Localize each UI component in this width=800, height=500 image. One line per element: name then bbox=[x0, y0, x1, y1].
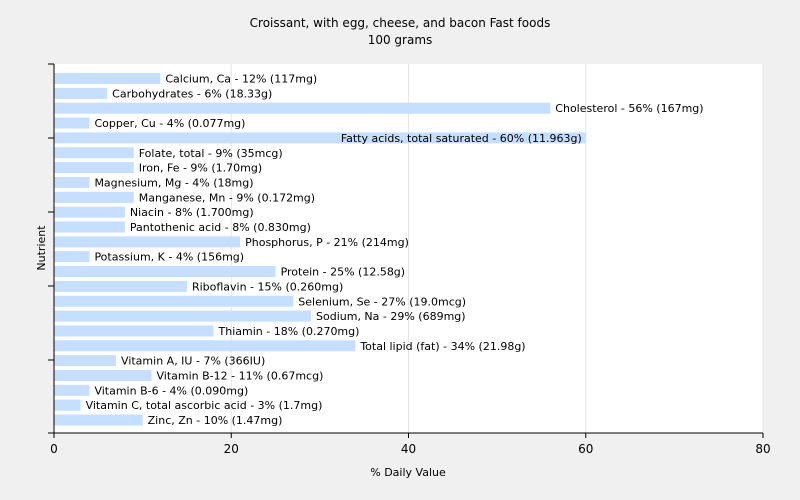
bar-20 bbox=[54, 370, 152, 381]
bar-6 bbox=[54, 162, 134, 174]
bar-label-2: Cholesterol - 56% (167mg) bbox=[555, 102, 703, 115]
bar-label-18: Total lipid (fat) - 34% (21.98g) bbox=[359, 340, 525, 353]
bar-label-3: Copper, Cu - 4% (0.077mg) bbox=[94, 117, 245, 130]
bar-21 bbox=[54, 384, 90, 396]
bar-4 bbox=[54, 132, 586, 144]
bar-15 bbox=[54, 295, 294, 307]
bar-23 bbox=[54, 414, 143, 426]
bar-label-10: Pantothenic acid - 8% (0.830mg) bbox=[130, 221, 311, 234]
bar-label-21: Vitamin B-6 - 4% (0.090mg) bbox=[94, 384, 248, 397]
bars-group: Calcium, Ca - 12% (117mg)Carbohydrates -… bbox=[54, 73, 704, 427]
bar-label-13: Protein - 25% (12.58g) bbox=[281, 266, 406, 279]
bar-label-17: Thiamin - 18% (0.270mg) bbox=[218, 325, 360, 338]
bar-label-23: Zinc, Zn - 10% (1.47mg) bbox=[148, 414, 283, 427]
bar-17 bbox=[54, 325, 214, 337]
bar-22 bbox=[54, 399, 81, 411]
bar-label-4: Fatty acids, total saturated - 60% (11.9… bbox=[341, 132, 582, 145]
bar-14 bbox=[54, 280, 187, 292]
bar-label-20: Vitamin B-12 - 11% (0.67mcg) bbox=[156, 370, 323, 383]
x-axis-label: % Daily Value bbox=[370, 466, 446, 479]
bar-2 bbox=[54, 102, 551, 114]
bar-0 bbox=[54, 73, 161, 84]
axes-group: 0 20 40 60 80 bbox=[48, 63, 771, 456]
bar-label-16: Sodium, Na - 29% (689mg) bbox=[316, 310, 466, 323]
bar-3 bbox=[54, 117, 90, 129]
x-tick-label-3: 60 bbox=[578, 442, 593, 456]
bar-label-6: Iron, Fe - 9% (1.70mg) bbox=[139, 162, 262, 175]
bar-label-7: Magnesium, Mg - 4% (18mg) bbox=[94, 176, 253, 189]
bar-13 bbox=[54, 266, 276, 278]
bar-label-15: Selenium, Se - 27% (19.0mcg) bbox=[298, 295, 466, 308]
chart-title: Croissant, with egg, cheese, and bacon F… bbox=[250, 16, 551, 30]
bar-label-14: Riboflavin - 15% (0.260mg) bbox=[192, 280, 343, 293]
bar-1 bbox=[54, 87, 108, 99]
grid-lines bbox=[230, 64, 764, 433]
bar-label-5: Folate, total - 9% (35mcg) bbox=[139, 147, 283, 160]
bar-18 bbox=[54, 340, 356, 352]
bar-label-8: Manganese, Mn - 9% (0.172mg) bbox=[139, 191, 315, 204]
bar-16 bbox=[54, 310, 312, 322]
bar-12 bbox=[54, 251, 90, 263]
bar-label-1: Carbohydrates - 6% (18.33g) bbox=[112, 87, 272, 100]
bar-7 bbox=[54, 176, 90, 188]
bar-label-19: Vitamin A, IU - 7% (366IU) bbox=[121, 355, 265, 368]
bar-5 bbox=[54, 147, 134, 159]
bar-label-11: Phosphorus, P - 21% (214mg) bbox=[245, 236, 409, 249]
bar-8 bbox=[54, 191, 134, 203]
x-tick-label-4: 80 bbox=[755, 442, 770, 456]
bar-11 bbox=[54, 236, 241, 248]
x-tick-label-1: 20 bbox=[224, 442, 239, 456]
bar-label-0: Calcium, Ca - 12% (117mg) bbox=[165, 73, 317, 86]
x-tick-label-2: 40 bbox=[401, 442, 416, 456]
bar-10 bbox=[54, 221, 125, 233]
y-axis-label: Nutrient bbox=[35, 225, 48, 271]
x-tick-label-0: 0 bbox=[50, 442, 58, 456]
bar-label-9: Niacin - 8% (1.700mg) bbox=[130, 206, 254, 219]
bar-19 bbox=[54, 355, 117, 367]
bar-9 bbox=[54, 206, 125, 218]
bar-label-22: Vitamin C, total ascorbic acid - 3% (1.7… bbox=[86, 399, 323, 412]
chart-subtitle: 100 grams bbox=[368, 33, 433, 47]
bar-label-12: Potassium, K - 4% (156mg) bbox=[94, 251, 244, 264]
